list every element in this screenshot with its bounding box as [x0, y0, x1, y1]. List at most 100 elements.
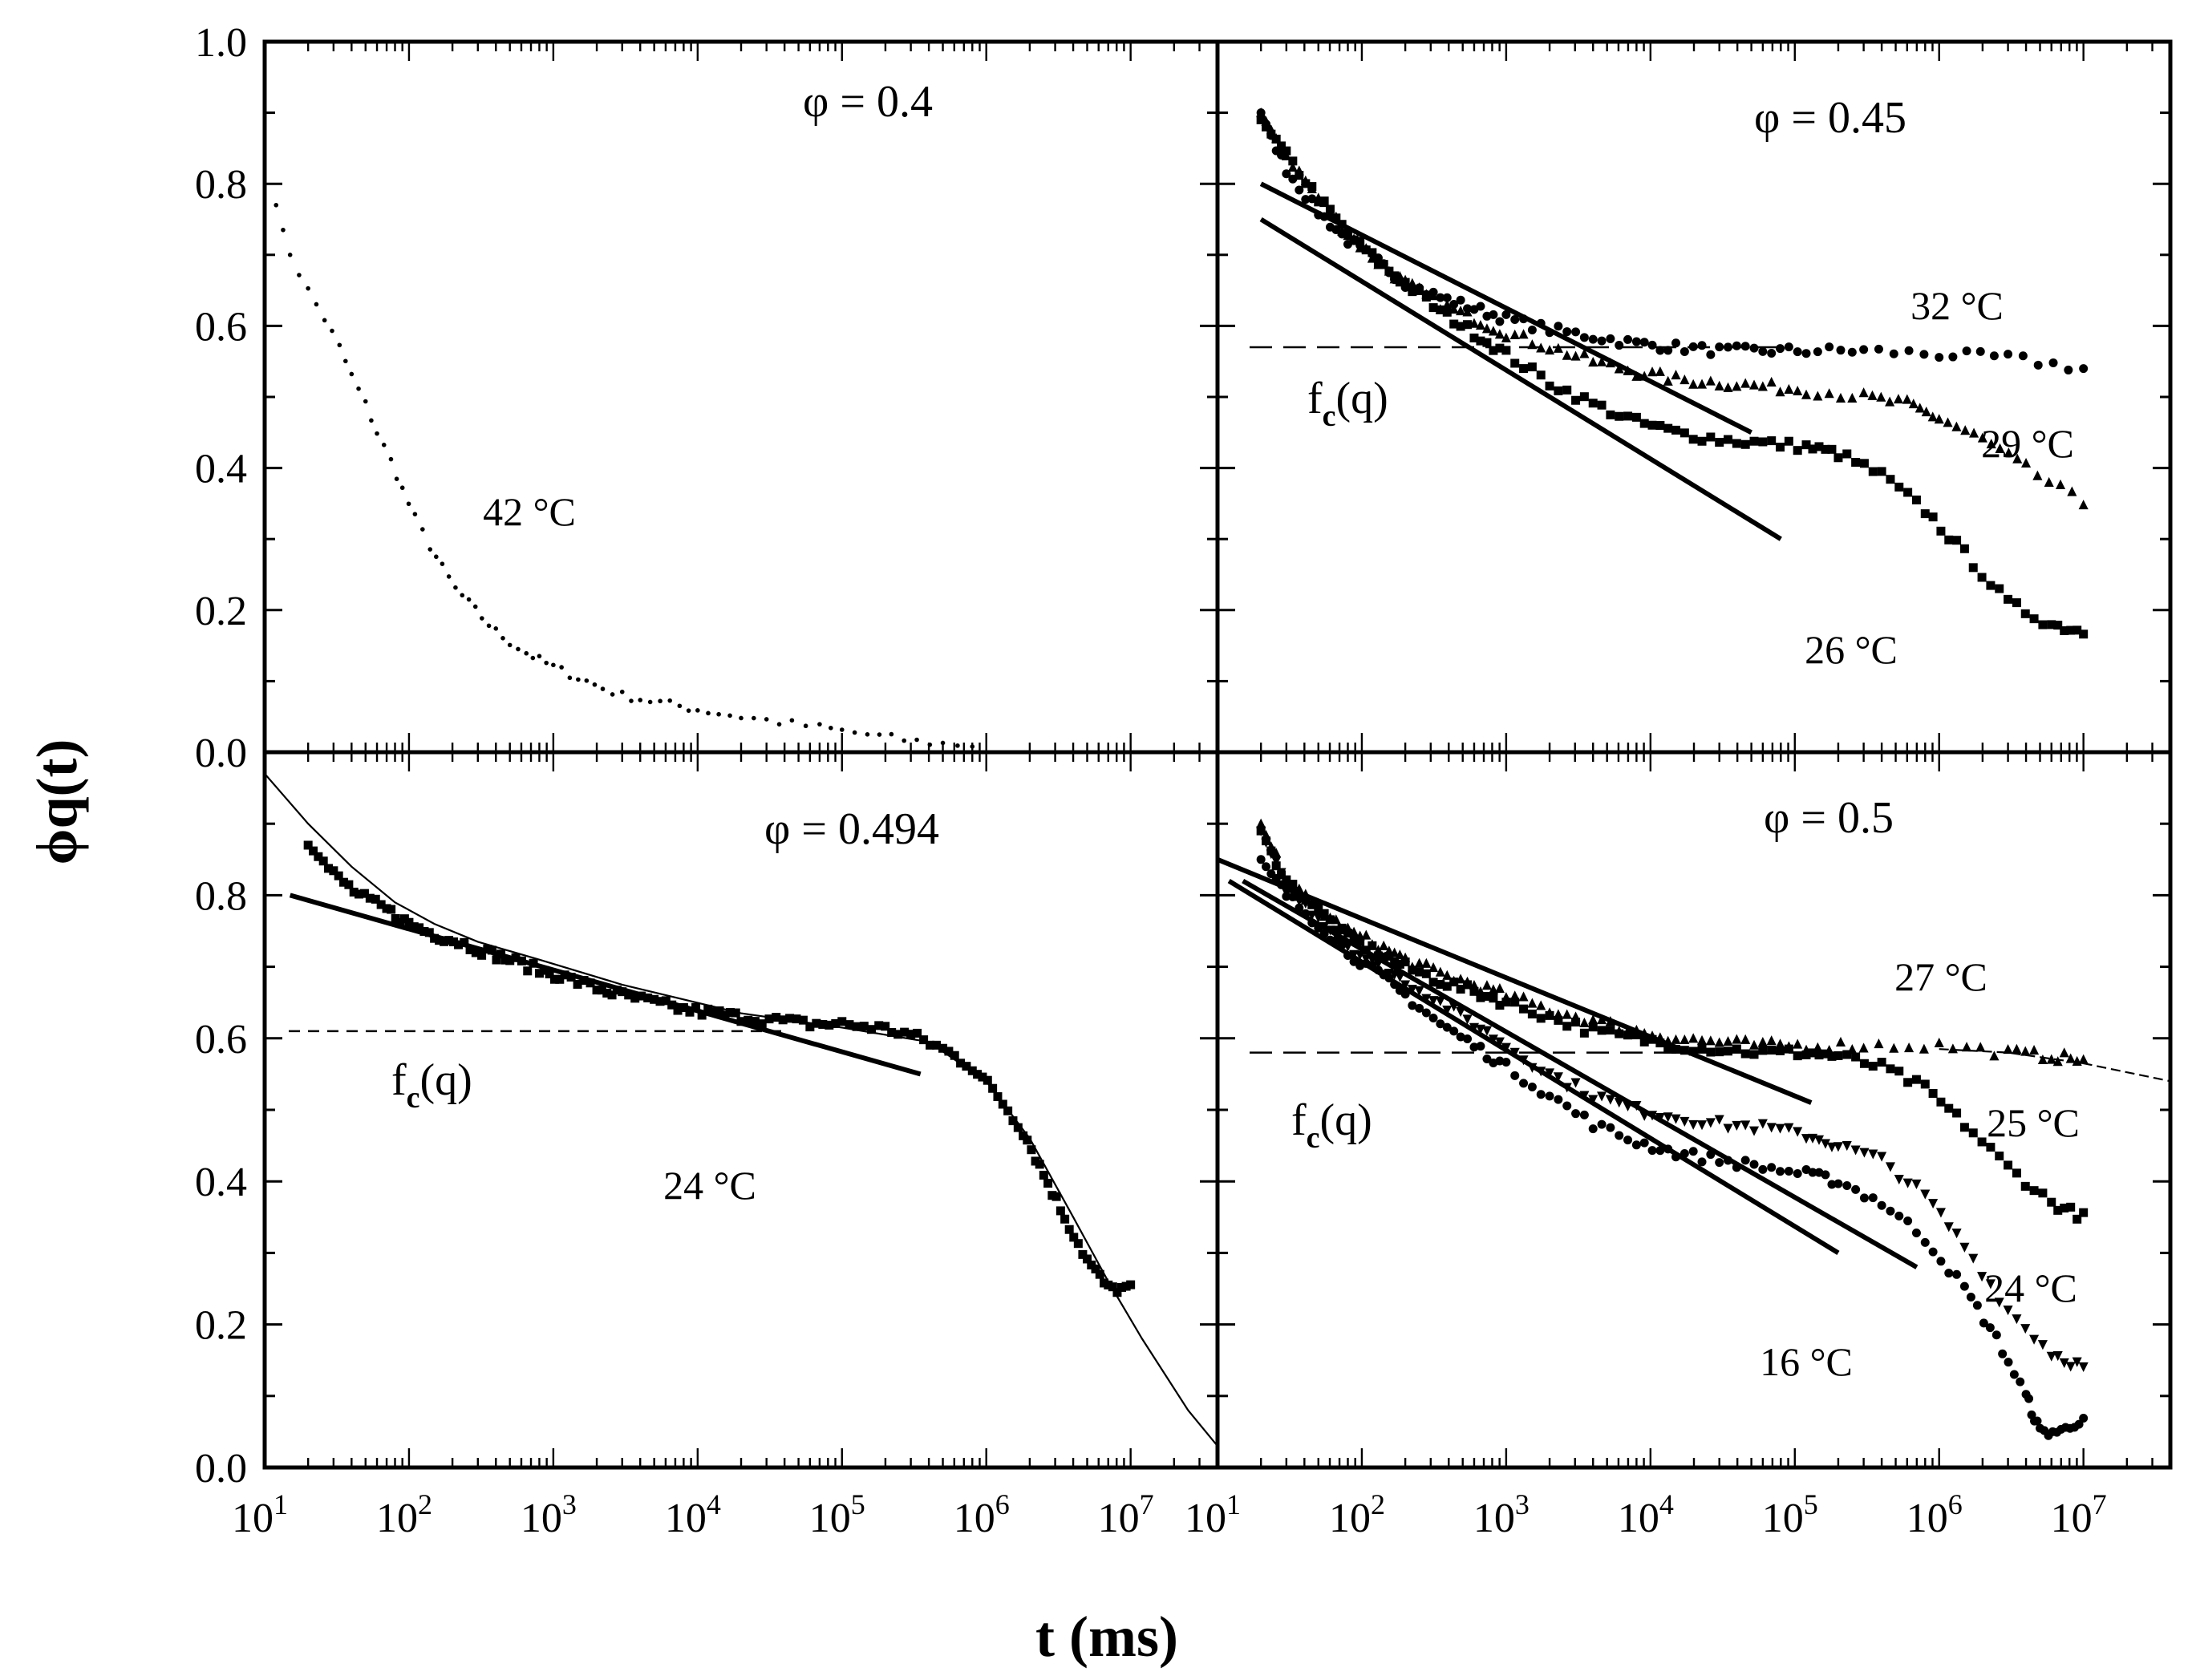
data-point — [2029, 1334, 2040, 1345]
data-point — [1314, 902, 1323, 912]
data-point — [1808, 1168, 1817, 1177]
data-point — [1827, 444, 1837, 454]
data-point — [1705, 1118, 1716, 1128]
data-point — [1449, 319, 1459, 329]
data-point — [1027, 1145, 1036, 1155]
data-point — [650, 994, 659, 1004]
data-point — [1740, 1120, 1751, 1131]
data-point — [1758, 346, 1768, 356]
data-point — [716, 711, 721, 717]
data-point — [322, 318, 327, 323]
data-point — [1893, 394, 1904, 404]
data-point — [1301, 909, 1311, 918]
data-point — [1554, 1015, 1563, 1025]
data-point — [1631, 337, 1641, 346]
data-point — [1904, 1042, 1914, 1053]
data-point — [337, 342, 342, 348]
data-point — [1876, 391, 1886, 402]
data-point — [757, 1019, 767, 1029]
data-point — [744, 1015, 753, 1025]
data-point — [1307, 900, 1317, 909]
data-point — [1495, 317, 1505, 326]
data-point — [750, 1017, 760, 1026]
data-point — [409, 922, 419, 932]
data-point — [1663, 1144, 1673, 1154]
data-point — [404, 917, 414, 927]
x-tick-label: 106 — [954, 1488, 1010, 1541]
data-point — [1748, 379, 1760, 390]
data-point — [1874, 1038, 1884, 1049]
data-point — [1035, 1160, 1044, 1169]
power-law-fit-c-0 — [289, 893, 922, 1077]
data-point — [460, 593, 465, 598]
data-point — [1647, 1111, 1658, 1121]
data-point — [655, 997, 665, 1006]
data-point — [1732, 1034, 1742, 1044]
data-point — [1562, 1022, 1572, 1031]
axes-layer — [262, 39, 2173, 1470]
data-point — [1615, 411, 1624, 421]
data-point — [1501, 1042, 1511, 1053]
data-point — [1885, 396, 1895, 407]
data-point — [529, 958, 538, 968]
data-point — [1679, 428, 1689, 438]
data-point — [1545, 1091, 1554, 1101]
data-point — [1679, 1149, 1689, 1159]
data-point — [1108, 1282, 1117, 1292]
data-point — [1962, 1042, 1972, 1052]
data-point — [1775, 387, 1785, 397]
data-point — [1588, 1014, 1598, 1025]
phi-label-d: φ = 0.5 — [1764, 793, 1894, 843]
data-point — [1934, 414, 1944, 424]
data-point — [1801, 1134, 1812, 1144]
data-point — [1282, 146, 1291, 156]
data-point — [1647, 420, 1657, 430]
data-point — [1112, 1288, 1122, 1297]
data-point — [1510, 358, 1520, 368]
data-point — [1428, 962, 1439, 973]
data-point — [1518, 1055, 1529, 1066]
x-tick-label: 105 — [1762, 1488, 1818, 1541]
data-point — [1436, 1019, 1445, 1029]
data-point — [460, 937, 469, 947]
data-point — [1331, 936, 1341, 945]
data-point — [1481, 323, 1492, 334]
data-point — [381, 443, 387, 447]
data-point — [2044, 476, 2054, 487]
data-point — [1793, 1038, 1803, 1049]
data-point — [1968, 1128, 1978, 1138]
data-point — [1008, 1116, 1018, 1126]
data-point — [395, 917, 405, 927]
data-point — [1442, 293, 1452, 302]
series-d-0 — [1256, 818, 2089, 1067]
data-point — [1294, 883, 1304, 893]
data-point — [1519, 364, 1529, 374]
data-point — [1562, 1101, 1572, 1111]
data-point — [1400, 990, 1410, 999]
data-point — [1715, 438, 1724, 447]
data-point — [1337, 940, 1347, 949]
data-point — [505, 956, 515, 965]
data-point — [1985, 1279, 1996, 1289]
data-point — [1911, 495, 1921, 504]
data-point — [1428, 978, 1438, 987]
data-point — [1936, 526, 1946, 536]
data-point — [1271, 874, 1281, 884]
data-point — [1671, 1114, 1681, 1124]
data-point — [1545, 345, 1555, 355]
series-a-0 — [274, 202, 975, 749]
data-point — [1414, 957, 1424, 968]
data-point — [1833, 1142, 1843, 1152]
data-point — [1414, 986, 1424, 996]
data-point — [1740, 342, 1750, 351]
data-point — [695, 708, 700, 713]
data-point — [1436, 293, 1445, 302]
series-c-0 — [303, 840, 1136, 1297]
data-point — [1977, 1272, 1987, 1282]
data-point — [1623, 1101, 1633, 1112]
data-point — [1536, 318, 1546, 328]
data-point — [1408, 965, 1417, 975]
data-point — [1373, 951, 1383, 961]
data-point — [1972, 1301, 1982, 1310]
y-tick-label: 0.0 — [195, 731, 247, 776]
